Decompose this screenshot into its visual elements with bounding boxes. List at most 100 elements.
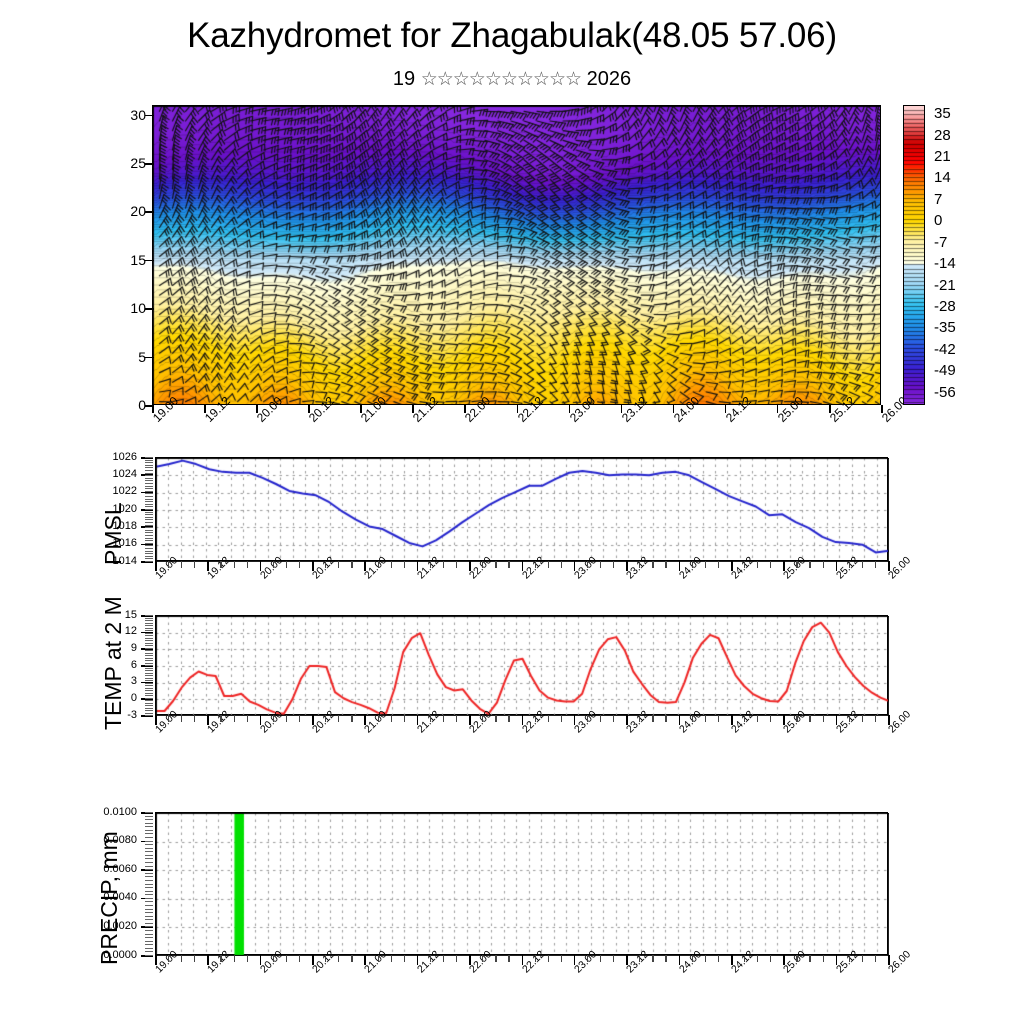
precip-tickmarks: [139, 812, 155, 957]
prec-canvas-y-minor-tickmark: [145, 876, 153, 878]
pmsl-x-axis: 19.00 19.12 20.00 20.12 21.00 21.12 22.00 22.12…: [153, 554, 913, 607]
prec-canvas-x-minor-tickmark: [181, 955, 183, 962]
pmsl-canvas-y-minor-tickmark: [145, 464, 153, 466]
temp-canvas-y-minor-tickmark: [145, 700, 153, 701]
prec-canvas-x-minor-tickmark: [744, 955, 746, 962]
cross-section-y-tickmark: [145, 356, 154, 359]
pmsl-canvas-x-tickmark: [678, 561, 681, 571]
temperature-colorbar: [903, 105, 925, 405]
prec-canvas-x-tickmark: [416, 955, 419, 965]
prec-canvas-y-minor-tickmark: [145, 840, 153, 842]
temp-canvas-x-minor-tickmark: [233, 715, 235, 722]
pmsl-canvas-y-minor-tickmark: [145, 470, 153, 471]
temp-canvas-x-minor-tickmark: [547, 715, 549, 722]
pmsl-canvas-y-tickmark: [141, 526, 153, 528]
temp-canvas-y-minor-tickmark: [145, 667, 153, 669]
prec-canvas-x-tickmark: [469, 955, 471, 965]
prec-canvas-x-minor-tickmark: [168, 955, 170, 962]
pmsl-canvas-x-tickmark: [626, 561, 628, 571]
pmsl-canvas-x-minor-tickmark: [246, 561, 248, 568]
pmsl-canvas-x-tickmark: [259, 561, 262, 571]
pmsl-canvas-x-minor-tickmark: [704, 561, 706, 568]
prec-canvas-x-minor-tickmark: [272, 955, 274, 962]
temp-canvas-y-minor-tickmark: [145, 670, 153, 671]
temp-canvas-x-tickmark: [364, 715, 367, 725]
temp-canvas-x-tickmark: [259, 715, 262, 725]
prec-canvas-y-tick: 0.0000: [103, 948, 137, 961]
temp-canvas-y-minor-tickmark: [145, 690, 153, 691]
prec-canvas-x-minor-tickmark: [429, 955, 432, 962]
colorbar-tick-label: -42: [934, 340, 956, 358]
prec-canvas-x-tickmark: [312, 955, 314, 965]
temp-y-axis: -3 0 3 6 9 12 15: [85, 609, 137, 720]
prec-canvas-y-minor-tickmark: [145, 812, 153, 813]
temp-canvas-y-minor-tickmark: [145, 642, 153, 644]
cross-section-x-tickmark: [256, 405, 258, 413]
prec-canvas-y-minor-tickmark: [145, 912, 153, 914]
prec-canvas-y-minor-tickmark: [145, 879, 153, 881]
pmsl-canvas-x-minor-tickmark: [665, 561, 667, 568]
prec-canvas-y-minor-tickmark: [145, 829, 153, 831]
pmsl-canvas-x-minor-tickmark: [796, 561, 798, 568]
pmsl-canvas-x-minor-tickmark: [351, 561, 353, 568]
temp-canvas-y-minor-tickmark: [145, 680, 153, 681]
prec-canvas-y-minor-tickmark: [145, 897, 153, 899]
prec-canvas-x-minor-tickmark: [861, 955, 863, 962]
colorbar-tick-label: 28: [934, 126, 951, 144]
temp-canvas-x-tickmark: [573, 715, 576, 725]
prec-canvas-x-minor-tickmark: [403, 955, 405, 962]
pmsl-canvas-x-tickmark: [521, 561, 524, 571]
pmsl-canvas-y-minor-tickmark: [145, 529, 153, 531]
pmsl-canvas-x-minor-tickmark: [272, 561, 274, 568]
prec-canvas-y-minor-tickmark: [145, 947, 153, 949]
temp-canvas-y-minor-tickmark: [145, 662, 153, 664]
pmsl-canvas-y-minor-tickmark: [145, 477, 153, 479]
prec-canvas-y-tick: 0.0060: [103, 862, 137, 875]
pmsl-canvas-y-minor-tickmark: [145, 555, 153, 557]
temp-canvas-y-minor-tickmark: [145, 647, 153, 649]
temp-canvas-y-minor-tickmark: [145, 627, 153, 629]
pmsl-canvas-x-minor-tickmark: [613, 561, 615, 568]
temp-canvas-y-tick: 9: [130, 641, 137, 654]
temp-canvas-x-tickmark: [155, 715, 157, 725]
temp-canvas-x-minor-tickmark: [757, 715, 759, 722]
pmsl-canvas-y-tick: 1016: [112, 537, 137, 550]
temp-canvas-x-tickmark: [783, 715, 785, 725]
temp-canvas-y-tick: 15: [124, 608, 137, 621]
temp-canvas-x-minor-tickmark: [442, 715, 445, 722]
temp-canvas-x-minor-tickmark: [691, 715, 693, 722]
prec-canvas-x-minor-tickmark: [822, 955, 824, 962]
pmsl-canvas-x-minor-tickmark: [757, 561, 759, 568]
prec-canvas-x-tick: 26.00: [886, 948, 914, 976]
prec-canvas-x-minor-tickmark: [613, 955, 615, 962]
pmsl-canvas-x-minor-tickmark: [770, 561, 772, 568]
cross-section-y-tickmark: [145, 259, 154, 262]
prec-canvas-x-minor-tickmark: [442, 955, 445, 962]
prec-canvas-y-minor-tickmark: [145, 854, 153, 856]
pmsl-y-axis: 1014 1016 1018 1020 1022 1024 1026: [85, 451, 137, 566]
temp-canvas-x-minor-tickmark: [495, 715, 497, 722]
cross-section-y-tick: 20: [130, 203, 146, 220]
temp-canvas-x-minor-tickmark: [613, 715, 615, 722]
pmsl-canvas-x-minor-tickmark: [429, 561, 432, 568]
pmsl-canvas-y-tick: 1024: [112, 467, 137, 480]
prec-canvas-x-minor-tickmark: [874, 955, 877, 962]
pmsl-canvas-y-minor-tickmark: [145, 459, 153, 461]
pmsl-canvas-x-minor-tickmark: [456, 561, 458, 568]
pmsl-canvas-y-minor-tickmark: [145, 542, 153, 544]
temp-canvas-x-tick: 26.00: [886, 708, 914, 736]
temp-canvas-x-tickmark: [888, 715, 890, 725]
temp-canvas-y-minor-tickmark: [145, 682, 153, 684]
pmsl-tickmarks: [139, 457, 155, 563]
pmsl-canvas-x-minor-tickmark: [874, 561, 877, 568]
prec-canvas-y-tick: 0.0040: [103, 891, 137, 904]
prec-canvas-y-minor-tickmark: [145, 844, 153, 846]
prec-canvas-x-minor-tickmark: [809, 955, 811, 962]
prec-canvas-x-minor-tickmark: [704, 955, 706, 962]
temp-canvas-x-tickmark: [521, 715, 524, 725]
pmsl-canvas-y-minor-tickmark: [145, 485, 153, 487]
prec-canvas-y-minor-tickmark: [145, 922, 153, 924]
prec-canvas-y-minor-tickmark: [145, 883, 153, 885]
pmsl-canvas-y-minor-tickmark: [145, 509, 153, 510]
prec-canvas-x-tickmark: [783, 955, 785, 965]
